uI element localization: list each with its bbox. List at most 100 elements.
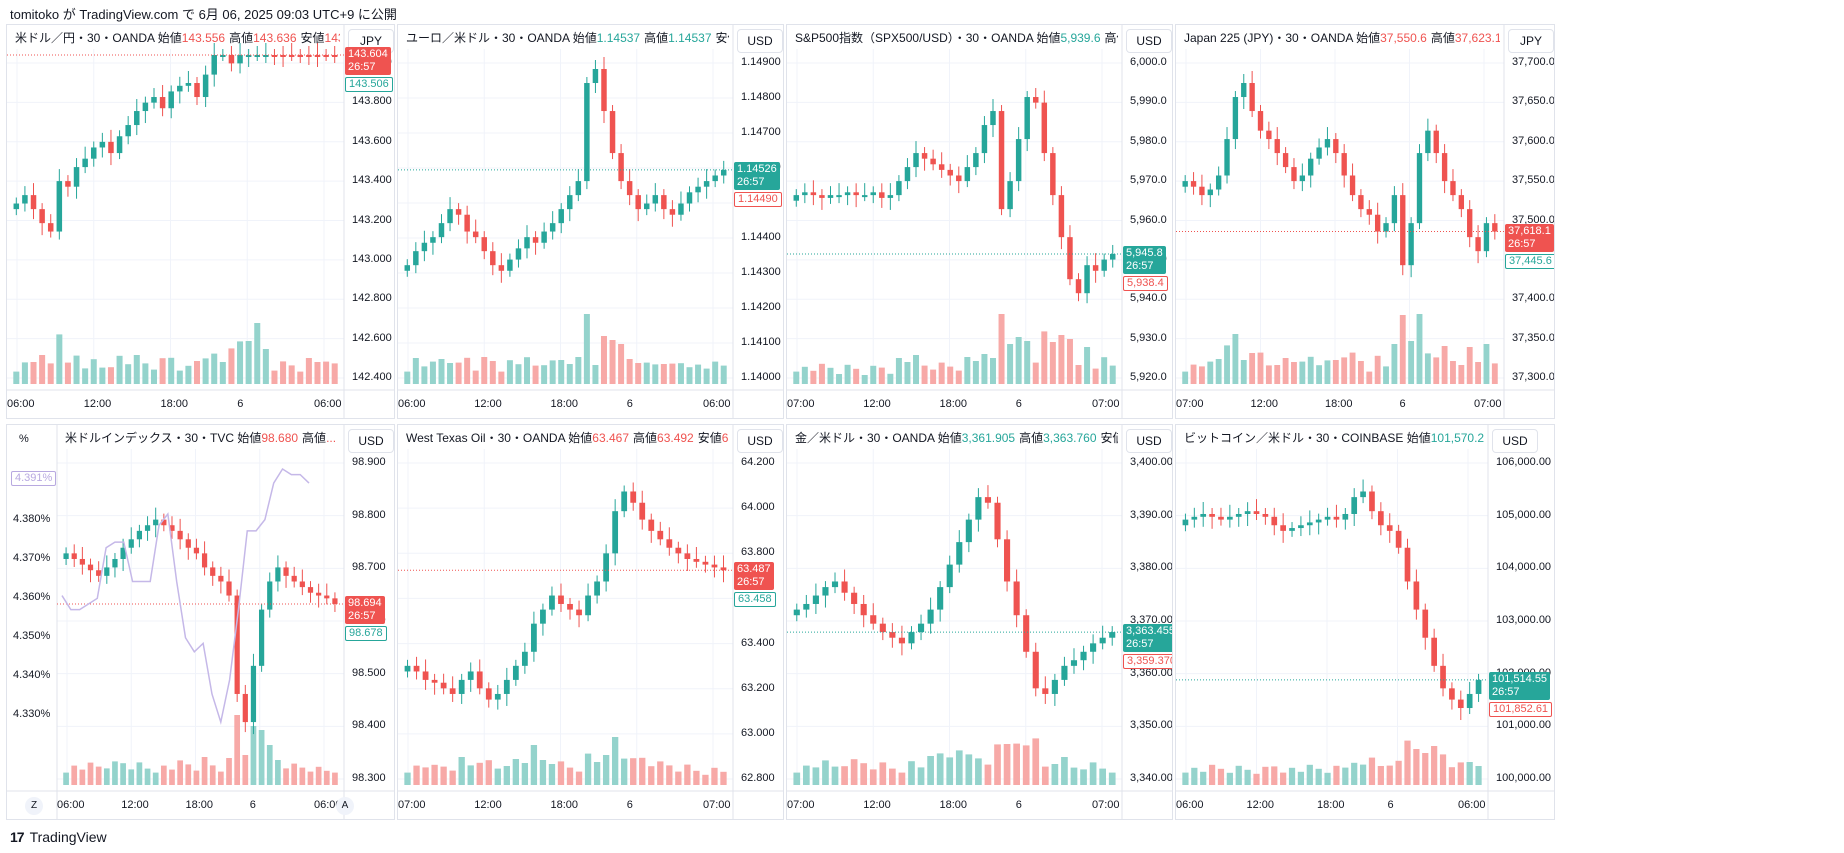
currency-button[interactable]: USD (1492, 429, 1538, 453)
volume-bar (583, 314, 590, 384)
symbol-title[interactable]: West Texas Oil・30・OANDA (406, 431, 569, 445)
currency-button[interactable]: USD (737, 429, 783, 453)
chart-svg[interactable] (398, 25, 784, 419)
volume-bar (639, 757, 646, 785)
candle-body (202, 74, 209, 98)
candle-body (1324, 139, 1331, 148)
ohlc-value: 101,570.20 (1430, 431, 1484, 445)
candle-body (844, 192, 851, 196)
volume-bar (521, 763, 529, 785)
volume-bar (323, 770, 330, 785)
chart-svg[interactable] (398, 425, 784, 820)
candle-body (601, 69, 607, 112)
volume-bar (711, 767, 718, 785)
tradingview-logo-icon[interactable]: 17 (10, 829, 25, 845)
volume-bar (297, 371, 304, 384)
candle-body (494, 693, 501, 700)
chart-panel-usdjpy[interactable]: 144.000143.800143.600143.400143.200143.0… (6, 24, 395, 419)
chart-svg[interactable] (1176, 425, 1555, 820)
bar-countdown: 26:57 (737, 175, 765, 188)
currency-button[interactable]: USD (737, 29, 783, 53)
y-tick-label: 142.600 (352, 331, 392, 344)
candle-body (316, 592, 322, 596)
volume-bar (927, 756, 934, 785)
candle-body (177, 530, 183, 540)
symbol-title[interactable]: S&P500指数（SPX500/USD）・30・OANDA (795, 31, 1037, 45)
chart-panel-dxy[interactable]: 98.90098.80098.70098.60098.50098.40098.3… (6, 424, 395, 820)
y-tick-label: 5,970.0 (1130, 174, 1167, 187)
volume-bar (684, 764, 691, 785)
volume-bar (860, 763, 868, 785)
symbol-title[interactable]: 米ドルインデックス・30・TVC (65, 431, 238, 445)
volume-bar (332, 772, 338, 785)
y-tick-label: 37,650.0 (1512, 95, 1555, 108)
symbol-title[interactable]: 金／米ドル・30・OANDA (795, 431, 938, 445)
candle-body (822, 587, 829, 596)
currency-button[interactable]: USD (1126, 429, 1172, 453)
volume-bar (1483, 344, 1490, 384)
currency-button[interactable]: USD (1126, 29, 1172, 53)
volume-bar (870, 365, 877, 384)
volume-bar (1032, 362, 1039, 384)
candle-body (144, 525, 151, 531)
currency-button[interactable]: USD (348, 429, 394, 453)
volume-bar (429, 361, 436, 384)
x-tick-label: 12:00 (474, 799, 502, 811)
volume-bar (201, 757, 208, 785)
chart-svg[interactable] (7, 425, 395, 820)
ohlc-value: 143.556 (181, 31, 226, 45)
auto-scale-button[interactable]: A (336, 797, 354, 815)
chart-panel-wti[interactable]: 64.20064.00063.80063.60063.40063.20063.0… (397, 424, 784, 820)
x-tick-label: 6 (237, 398, 244, 410)
candle-body (1358, 195, 1364, 210)
chart-panel-spx[interactable]: 6,000.05,990.05,980.05,970.05,960.05,950… (786, 24, 1173, 419)
volume-bar (635, 363, 642, 384)
candle-body (956, 175, 962, 182)
y-tick-label: 1.14300 (741, 266, 781, 278)
x-tick-label: 07:00 (1092, 799, 1120, 811)
candle-body (1483, 223, 1490, 252)
volume-bar (972, 361, 979, 384)
last-price-value: 37,618.1 (1508, 224, 1551, 237)
volume-bar (315, 766, 322, 785)
volume-bar (128, 769, 135, 785)
brand-label[interactable]: TradingView (29, 829, 107, 845)
zoom-reset-button[interactable]: Z (25, 797, 43, 815)
candle-body (1244, 511, 1251, 514)
ohlc-label: 始値 (1036, 31, 1061, 45)
currency-button[interactable]: JPY (1508, 29, 1554, 53)
candle-body (254, 54, 261, 57)
chart-svg[interactable] (7, 25, 395, 419)
chart-panel-eurusd[interactable]: 1.149001.148001.147001.146001.145001.144… (397, 24, 784, 419)
x-tick-label: 6 (1015, 799, 1022, 811)
chart-panel-jp225[interactable]: 37,700.0 37,650.0 37,600.0 37,550.0 37,500.0… (1175, 24, 1555, 419)
volume-bar (566, 364, 573, 384)
volume-bar (984, 764, 992, 785)
candle-body (576, 609, 582, 616)
candle-body (291, 575, 297, 582)
candle-body (134, 111, 140, 126)
chart-panel-xauusd[interactable]: 3,400.0003,390.0003,380.0003,370.0003,36… (786, 424, 1173, 820)
symbol-title[interactable]: ユーロ／米ドル・30・OANDA (406, 31, 573, 45)
volume-bar (1491, 363, 1498, 384)
volume-bar (1424, 353, 1431, 384)
symbol-title[interactable]: Japan 225 (JPY)・30・OANDA (1184, 31, 1357, 45)
x-tick-label: 07:00 (398, 799, 426, 811)
symbol-title[interactable]: 米ドル／円・30・OANDA (15, 31, 158, 45)
chart-svg[interactable] (1176, 25, 1555, 419)
candle-body (1075, 279, 1082, 294)
candle-body (421, 242, 428, 252)
y-tick-label: 98.500 (352, 666, 386, 679)
volume-bar (245, 341, 252, 384)
symbol-title[interactable]: ビットコイン／米ドル・30・COINBASE (1184, 431, 1407, 445)
volume-bar (314, 362, 321, 384)
last-price-value: 63.487 (737, 563, 771, 576)
volume-bar (63, 772, 69, 785)
candle-body (793, 609, 800, 616)
volume-bar (1066, 339, 1073, 384)
chart-panel-btcusd[interactable]: 106,000.00 105,000.00 104,000.00 103,000.00… (1175, 424, 1555, 820)
candle-body (558, 595, 564, 604)
chart-svg[interactable] (787, 425, 1173, 820)
candle-body (592, 69, 599, 84)
chart-svg[interactable] (787, 25, 1173, 419)
